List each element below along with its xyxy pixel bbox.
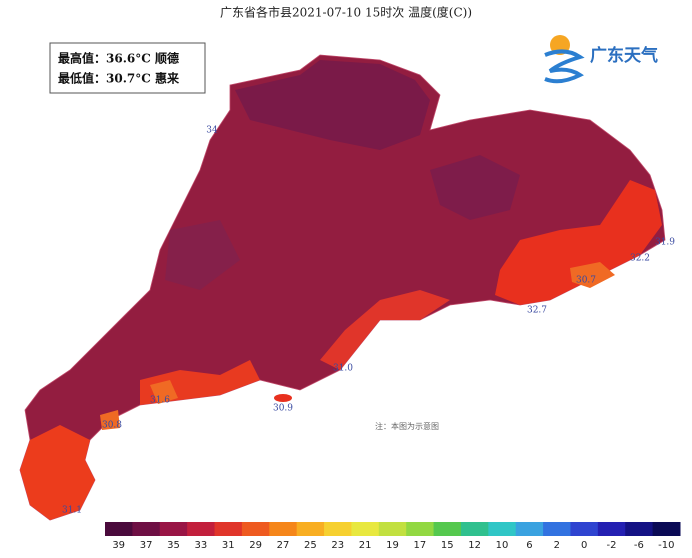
pearl-coast-hot <box>320 290 450 370</box>
province-map <box>19 54 666 521</box>
info-box: 最高值：36.6°C 顺德 最低值：30.7°C 惠来 <box>49 42 206 94</box>
colorbar-cell <box>378 522 407 536</box>
orange-patch <box>570 262 615 288</box>
colorbar-cell <box>570 522 599 536</box>
colorbar-cell <box>132 522 161 536</box>
east-coast-hot <box>495 180 662 305</box>
colorbar-label: 27 <box>277 540 290 551</box>
colorbar-label: 0 <box>581 540 587 551</box>
map-label: 34 <box>206 126 218 136</box>
colorbar-label: 29 <box>249 540 262 551</box>
info-box-frame <box>49 42 206 94</box>
map-label: 31.0 <box>333 364 353 374</box>
colorbar-label: -10 <box>658 540 674 551</box>
colorbar-cell <box>159 522 188 536</box>
logo: 广东天气 <box>544 35 658 84</box>
map-label: 31.9 <box>655 238 675 248</box>
colorbar-label: 25 <box>304 540 317 551</box>
colorbar-label: 17 <box>414 540 427 551</box>
max-value: 最高值：36.6°C 顺德 <box>58 51 179 66</box>
colorbar-label: 39 <box>112 540 125 551</box>
colorbar-label: 12 <box>468 540 481 551</box>
colorbar-cell <box>105 522 133 536</box>
colorbar-cell <box>652 522 681 536</box>
colorbar-cell <box>241 522 270 536</box>
colorbar-cell <box>597 522 626 536</box>
map-label: 32.7 <box>527 306 547 316</box>
colorbar: 39 37 35 33 31 29 27 25 23 21 19 17 15 12 10 6 2 0 -2 -6 -10 <box>105 522 681 551</box>
map-label: 31.6 <box>150 396 170 406</box>
colorbar-cell <box>269 522 298 536</box>
colorbar-cell <box>296 522 325 536</box>
orange-patch <box>100 410 120 430</box>
note: 注：本图为示意图 <box>375 421 439 431</box>
map-labels: 34 31.9 32.2 32.7 30.7 31.0 30.9 31.6 30.8 31.1 <box>62 126 675 516</box>
north-region <box>235 60 430 150</box>
logo-text: 广东天气 <box>590 45 658 66</box>
west-region <box>165 220 240 290</box>
map-label: 32.2 <box>630 254 650 264</box>
colorbar-cell <box>488 522 517 536</box>
colorbar-label: 10 <box>496 540 509 551</box>
logo-swirl <box>544 49 585 84</box>
colorbar-cell <box>433 522 462 536</box>
colorbar-label: 35 <box>167 540 180 551</box>
map-label: 31.1 <box>62 506 82 516</box>
colorbar-label: 31 <box>222 540 235 551</box>
colorbar-label: 19 <box>386 540 399 551</box>
colorbar-label: 2 <box>554 540 560 551</box>
colorbar-label: -6 <box>634 540 644 551</box>
colorbar-cell <box>515 522 544 536</box>
colorbar-label: 15 <box>441 540 454 551</box>
orange-patch <box>150 380 178 404</box>
colorbar-cell <box>324 522 352 536</box>
colorbar-cell <box>460 522 489 536</box>
colorbar-label: 37 <box>140 540 153 551</box>
colorbar-label: -2 <box>607 540 617 551</box>
colorbar-cell <box>543 522 571 536</box>
island <box>274 394 292 402</box>
colorbar-label: 23 <box>331 540 344 551</box>
peninsula-hot <box>20 425 95 520</box>
colorbar-cell <box>406 522 435 536</box>
colorbar-cell <box>187 522 216 536</box>
colorbar-cell <box>214 522 243 536</box>
colorbar-label: 21 <box>359 540 372 551</box>
colorbar-label: 33 <box>194 540 207 551</box>
colorbar-label: 6 <box>526 540 532 551</box>
map-label: 30.9 <box>273 404 293 414</box>
map-label: 30.8 <box>102 421 122 431</box>
min-value: 最低值：30.7°C 惠来 <box>58 71 180 86</box>
title: 广东省各市县2021-07-10 15时次 温度(度(C)) <box>220 5 472 20</box>
colorbar-cell <box>351 522 380 536</box>
colorbar-cell <box>625 522 654 536</box>
map-label: 30.7 <box>576 276 596 286</box>
east-region <box>430 155 520 220</box>
